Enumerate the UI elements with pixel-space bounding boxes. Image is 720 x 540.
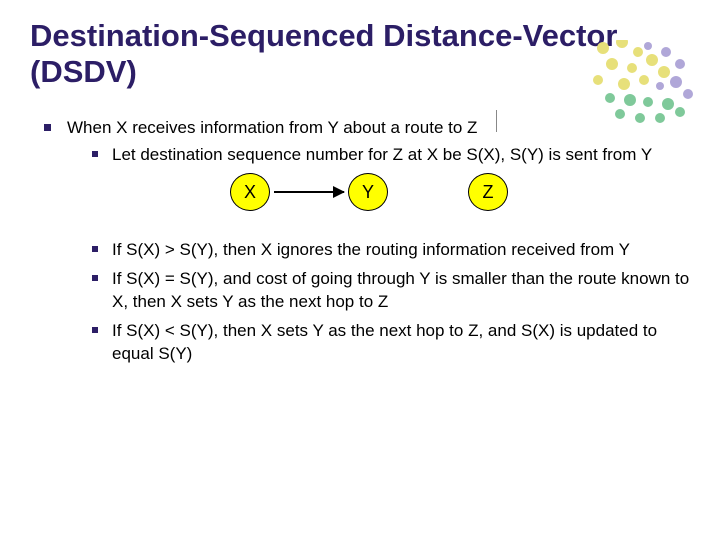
node-diagram: X Y Z xyxy=(230,173,690,211)
bullet-text: If S(X) > S(Y), then X ignores the routi… xyxy=(112,239,630,262)
list-item: If S(X) > S(Y), then X ignores the routi… xyxy=(92,239,690,262)
bullet-text: If S(X) = S(Y), and cost of going throug… xyxy=(112,268,690,314)
bullet-icon xyxy=(92,327,98,333)
node-y: Y xyxy=(348,173,388,211)
list-item: When X receives information from Y about… xyxy=(44,117,690,140)
bullet-icon xyxy=(44,124,51,131)
bullet-icon xyxy=(92,246,98,252)
bullet-icon xyxy=(92,151,98,157)
bullet-text: When X receives information from Y about… xyxy=(67,117,477,140)
page-title: Destination-Sequenced Distance-Vector (D… xyxy=(30,18,690,89)
bullet-text: If S(X) < S(Y), then X sets Y as the nex… xyxy=(112,320,690,366)
list-item: If S(X) = S(Y), and cost of going throug… xyxy=(92,268,690,314)
node-x: X xyxy=(230,173,270,211)
divider xyxy=(496,110,497,132)
conditions-block: If S(X) > S(Y), then X ignores the routi… xyxy=(30,239,690,366)
list-item: If S(X) < S(Y), then X sets Y as the nex… xyxy=(92,320,690,366)
slide: Destination-Sequenced Distance-Vector (D… xyxy=(0,0,720,540)
arrow-icon xyxy=(274,191,344,193)
bullet-icon xyxy=(92,275,98,281)
node-z: Z xyxy=(468,173,508,211)
list-item: Let destination sequence number for Z at… xyxy=(92,144,690,167)
bullet-text: Let destination sequence number for Z at… xyxy=(112,144,652,167)
